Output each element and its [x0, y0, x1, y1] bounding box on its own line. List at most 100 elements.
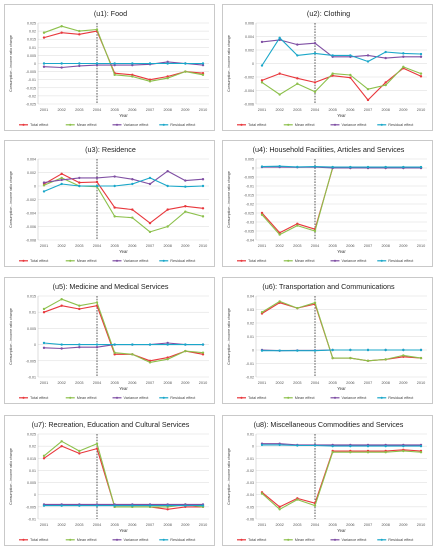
y-tick-label: 0.006: [245, 22, 254, 26]
x-tick-label: 2002: [275, 108, 283, 112]
data-point: [402, 65, 405, 69]
legend-marker: [69, 123, 72, 126]
data-point: [78, 504, 81, 507]
x-tick-label: 2003: [293, 108, 301, 112]
y-tick-label: 0: [34, 343, 36, 347]
chart-u5-svg: (u5): Medicine and Medical Services 0.015…: [9, 282, 209, 400]
legend-marker: [287, 123, 290, 126]
series-line: [261, 302, 422, 362]
data-point: [366, 98, 370, 102]
legend-label: Mean effect: [77, 396, 98, 400]
y-tick-label: 0.025: [27, 433, 36, 437]
data-point: [366, 165, 370, 169]
y-tick-label: 0.004: [27, 158, 36, 162]
data-point: [148, 504, 152, 507]
data-point: [260, 40, 264, 44]
chart-title: (u4): Household Facilities, Articles and…: [253, 145, 405, 154]
x-tick-label: 2002: [275, 523, 283, 527]
data-point: [278, 93, 281, 96]
x-tick-label: 2009: [181, 523, 189, 527]
data-point: [78, 304, 81, 307]
data-point: [60, 66, 63, 69]
data-point: [296, 349, 299, 352]
x-tick-label: 2002: [57, 523, 65, 527]
data-point: [166, 357, 169, 361]
series-line: [261, 165, 421, 168]
x-tick-label: 2007: [364, 244, 372, 248]
data-point: [402, 55, 405, 58]
y-tick-label: -0.035: [244, 230, 254, 234]
data-point: [113, 62, 116, 65]
data-point: [60, 31, 63, 34]
x-tick-label: 2009: [399, 381, 407, 385]
series-line: [261, 300, 422, 362]
data-point: [60, 178, 63, 182]
legend-marker: [22, 396, 25, 399]
x-tick-label: 2006: [346, 381, 354, 385]
y-tick-label: 0.002: [27, 171, 36, 175]
legend-marker: [240, 396, 243, 399]
series-line: [43, 445, 203, 510]
y-tick-label: -0.04: [246, 239, 254, 243]
data-point: [278, 36, 281, 40]
data-point: [260, 311, 264, 314]
data-point: [384, 83, 387, 87]
data-point: [201, 73, 205, 77]
data-point: [113, 184, 116, 188]
legend-marker: [115, 396, 119, 399]
data-point: [331, 451, 334, 454]
data-point: [184, 185, 187, 188]
legend-label: Residual effect: [170, 538, 196, 542]
data-point: [296, 165, 299, 169]
x-axis-label: Year: [337, 528, 346, 533]
legend-label: Variance effect: [124, 123, 150, 127]
series-line: [262, 444, 421, 447]
x-tick-label: 2006: [128, 244, 136, 248]
data-point: [402, 444, 405, 448]
x-tick-label: 2001: [258, 523, 266, 527]
data-point: [384, 50, 387, 54]
data-point: [278, 349, 281, 352]
x-tick-label: 2001: [40, 108, 48, 112]
legend-label: Mean effect: [295, 538, 316, 542]
x-tick-label: 2005: [328, 244, 336, 248]
y-tick-label: -0.004: [244, 89, 254, 93]
data-point: [148, 230, 152, 234]
x-tick-label: 2003: [293, 244, 301, 248]
data-point: [331, 348, 334, 352]
data-point: [278, 233, 281, 236]
series-line: [261, 449, 422, 508]
data-point: [113, 343, 116, 346]
x-tick-label: 2006: [128, 523, 136, 527]
legend-marker: [380, 538, 383, 541]
series-line: [261, 167, 421, 234]
data-point: [402, 354, 405, 357]
x-tick-label: 2005: [110, 244, 118, 248]
legend-label: Total effect: [248, 538, 267, 542]
y-tick-label: -0.005: [26, 70, 36, 74]
data-point: [60, 25, 63, 28]
data-point: [166, 508, 169, 511]
data-point: [113, 215, 116, 218]
legend-marker: [380, 396, 383, 399]
x-tick-label: 2004: [311, 108, 319, 112]
data-point: [60, 172, 63, 176]
legend-label: Variance effect: [124, 259, 150, 263]
data-point: [296, 222, 299, 225]
data-point: [201, 215, 205, 218]
data-point: [78, 184, 81, 188]
data-point: [148, 221, 152, 225]
legend-label: Mean effect: [77, 538, 98, 542]
data-point: [313, 165, 317, 168]
x-tick-label: 2010: [199, 244, 207, 248]
x-tick-label: 2007: [146, 244, 154, 248]
y-axis-label: Consumption - income ratio change: [227, 35, 231, 92]
x-tick-label: 2005: [328, 523, 336, 527]
series-line: [262, 349, 421, 352]
legend-marker: [162, 259, 165, 262]
data-point: [60, 347, 63, 350]
data-point: [78, 452, 81, 455]
data-point: [42, 504, 46, 507]
data-point: [131, 216, 134, 219]
legend-label: Total effect: [30, 538, 49, 542]
